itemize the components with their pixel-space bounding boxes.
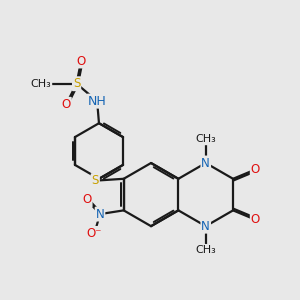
Text: N: N bbox=[201, 157, 210, 169]
Text: O: O bbox=[76, 55, 86, 68]
Text: O: O bbox=[251, 213, 260, 226]
Text: CH₃: CH₃ bbox=[195, 134, 216, 144]
Text: O: O bbox=[61, 98, 71, 111]
Text: N: N bbox=[201, 220, 210, 233]
Text: N: N bbox=[96, 208, 104, 220]
Text: CH₃: CH₃ bbox=[195, 245, 216, 255]
Text: CH₃: CH₃ bbox=[31, 79, 51, 89]
Text: O: O bbox=[251, 163, 260, 176]
Text: O⁻: O⁻ bbox=[87, 227, 102, 240]
Text: S: S bbox=[92, 174, 99, 187]
Text: O: O bbox=[82, 194, 91, 206]
Text: NH: NH bbox=[88, 94, 106, 108]
Text: S: S bbox=[73, 77, 80, 90]
